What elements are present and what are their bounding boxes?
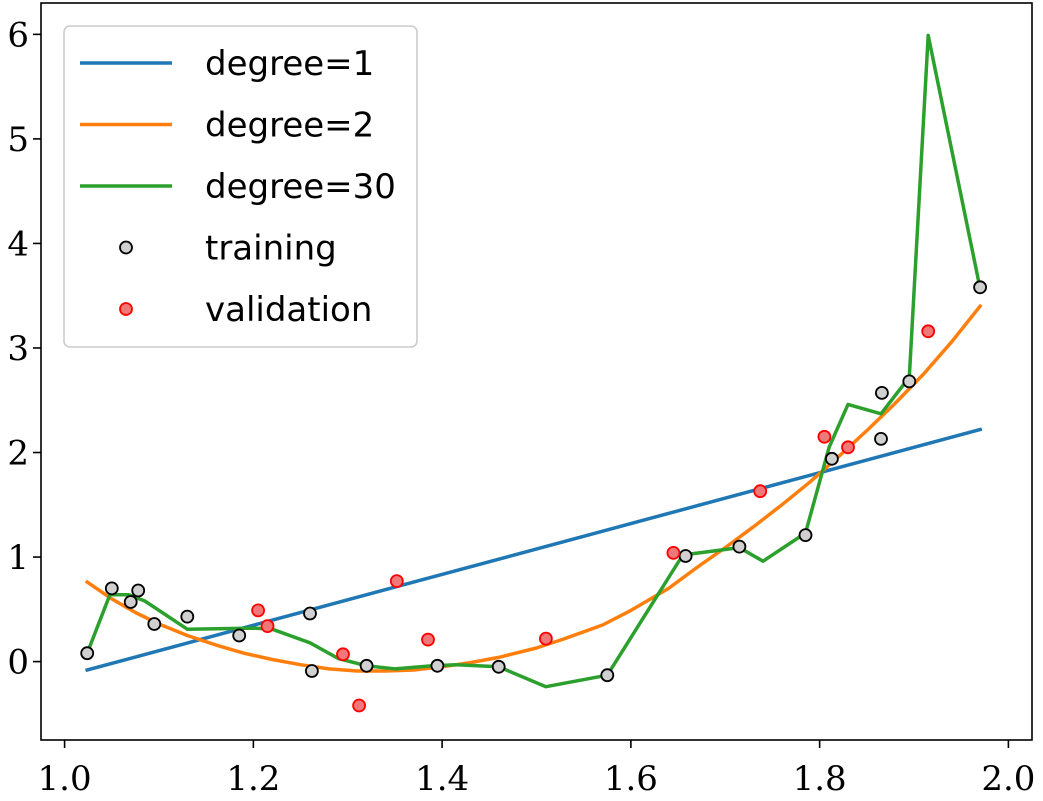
y-tick-label: 3	[7, 329, 29, 369]
x-tick-label: 1.2	[226, 759, 280, 799]
scatter-point-4-2	[336, 647, 350, 662]
axis-ticks: 1.0 1.2 1.4 1.6 1.8 2.0 0 1 2 3 4 5 6	[7, 15, 1035, 799]
scatter-point-4-10	[841, 440, 855, 455]
x-tick-label: 2.0	[981, 759, 1035, 799]
scatter-point-3-8	[304, 664, 319, 678]
scatter-point-4-9	[817, 429, 832, 444]
scatter-point-3-11	[491, 659, 506, 674]
scatter-point-3-20	[973, 280, 987, 295]
scatter-point-3-16	[825, 451, 839, 466]
x-tick-label: 1.0	[38, 759, 92, 799]
scatter-point-4-11	[921, 324, 936, 339]
plot-frame	[40, 2, 1033, 741]
x-tick-label: 1.6	[604, 759, 658, 799]
x-tick-label: 1.4	[415, 759, 469, 799]
scatter-point-4-5	[421, 632, 435, 647]
scatter-point-3-12	[600, 668, 615, 683]
y-tick-label: 2	[7, 434, 29, 474]
legend: degree=1 degree=2 degree=30 training validat…	[63, 25, 418, 348]
scatter-point-3-13	[678, 549, 693, 563]
legend-marker-swatch	[119, 302, 133, 316]
legend-label: validation	[205, 290, 372, 330]
scatter-point-4-6	[539, 631, 553, 646]
scatter-point-3-15	[798, 528, 813, 542]
scatter-point-4-1	[260, 619, 275, 633]
scatter-point-3-1	[104, 581, 119, 596]
legend-label: degree=2	[205, 106, 374, 146]
scatter-point-4-7	[666, 546, 681, 560]
legend-marker-swatch	[119, 240, 133, 255]
scatter-point-3-14	[732, 539, 747, 554]
y-tick-label: 6	[7, 15, 29, 55]
scatter-point-3-6	[232, 628, 247, 643]
y-tick-label: 4	[7, 224, 29, 264]
scatter-point-3-2	[123, 595, 138, 609]
legend-box	[63, 25, 418, 348]
scatter-point-3-4	[147, 617, 162, 631]
legend-label: training	[205, 229, 337, 269]
scatter-point-3-3	[131, 583, 146, 598]
x-tick-label: 1.8	[793, 759, 847, 799]
scatter-point-4-8	[753, 484, 768, 499]
scatter-point-3-7	[303, 606, 317, 621]
scatter-point-4-4	[389, 574, 404, 588]
scatter-point-4-0	[251, 603, 266, 618]
scatter-point-3-0	[80, 646, 95, 661]
plot-series-layer	[80, 33, 987, 713]
scatter-point-3-9	[359, 658, 374, 673]
scatter-point-3-5	[180, 609, 195, 624]
scatter-point-4-3	[352, 698, 367, 713]
y-tick-label: 0	[7, 643, 29, 683]
series-line-2	[84, 33, 983, 689]
scatter-point-3-10	[430, 658, 445, 673]
legend-label: degree=30	[205, 167, 396, 207]
legend-label: degree=1	[205, 44, 374, 84]
scatter-point-3-19	[902, 374, 917, 389]
scatter-point-3-17	[874, 431, 888, 446]
scatter-point-3-18	[875, 385, 889, 400]
y-tick-label: 1	[7, 538, 29, 578]
y-tick-label: 5	[7, 120, 29, 160]
